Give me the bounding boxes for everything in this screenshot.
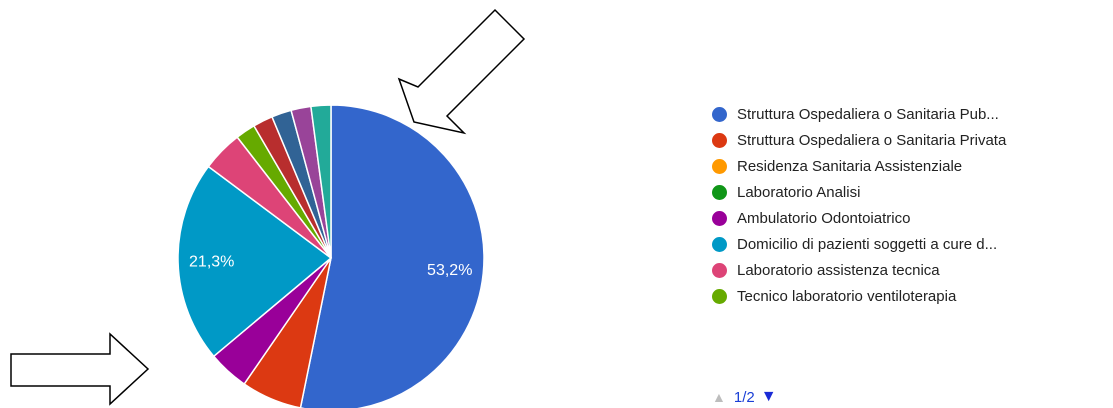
slice-data-label: 53,2%	[427, 262, 472, 279]
legend-item[interactable]: Struttura Ospedaliera o Sanitaria Pub...	[712, 101, 1006, 127]
legend-label: Domicilio di pazienti soggetti a cure d.…	[737, 235, 998, 253]
legend-swatch	[712, 288, 727, 304]
legend-swatch	[712, 210, 727, 226]
legend-label: Tecnico laboratorio ventiloterapia	[737, 287, 957, 305]
legend-pager: ▲ 1/2 ▼	[712, 388, 777, 406]
legend-label: Laboratorio assistenza tecnica	[737, 261, 940, 279]
legend-item[interactable]: Domicilio di pazienti soggetti a cure d.…	[712, 231, 1006, 257]
legend-item[interactable]: Residenza Sanitaria Assistenziale	[712, 153, 1006, 179]
legend-item[interactable]: Laboratorio Analisi	[712, 179, 1006, 205]
legend-label: Laboratorio Analisi	[737, 183, 861, 201]
pie-slice-11[interactable]	[310, 104, 332, 259]
legend-swatch	[712, 132, 727, 148]
legend-swatch	[712, 184, 727, 200]
pie-data-labels: 53,2% 21,3%	[189, 253, 472, 279]
legend-item[interactable]: Ambulatorio Odontoiatrico	[712, 205, 1006, 231]
legend-swatch	[712, 106, 727, 122]
legend-label: Residenza Sanitaria Assistenziale	[737, 157, 963, 175]
legend-swatch	[712, 262, 727, 278]
annotation-arrow-bottom	[10, 332, 150, 406]
legend-swatch	[712, 158, 727, 174]
legend-item[interactable]: Tecnico laboratorio ventiloterapia	[712, 283, 1006, 309]
legend-item[interactable]: Laboratorio assistenza tecnica	[712, 257, 1006, 283]
pie-slices	[177, 104, 485, 408]
legend-swatch	[712, 236, 727, 252]
pie-slice-0[interactable]	[299, 104, 485, 408]
slice-data-label: 21,3%	[189, 253, 234, 270]
page-indicator: 1/2	[733, 388, 755, 406]
annotation-arrow-top	[397, 8, 526, 135]
legend-item[interactable]: Struttura Ospedaliera o Sanitaria Privat…	[712, 127, 1006, 153]
legend: Struttura Ospedaliera o Sanitaria Pub...…	[712, 101, 1006, 309]
pie-slice-5[interactable]	[177, 165, 333, 358]
legend-label: Struttura Ospedaliera o Sanitaria Pub...	[737, 105, 999, 123]
triangle-down-icon[interactable]: ▼	[760, 388, 777, 405]
legend-label: Struttura Ospedaliera o Sanitaria Privat…	[737, 131, 1007, 149]
triangle-up-icon[interactable]: ▲	[712, 389, 726, 405]
legend-label: Ambulatorio Odontoiatrico	[737, 209, 911, 227]
